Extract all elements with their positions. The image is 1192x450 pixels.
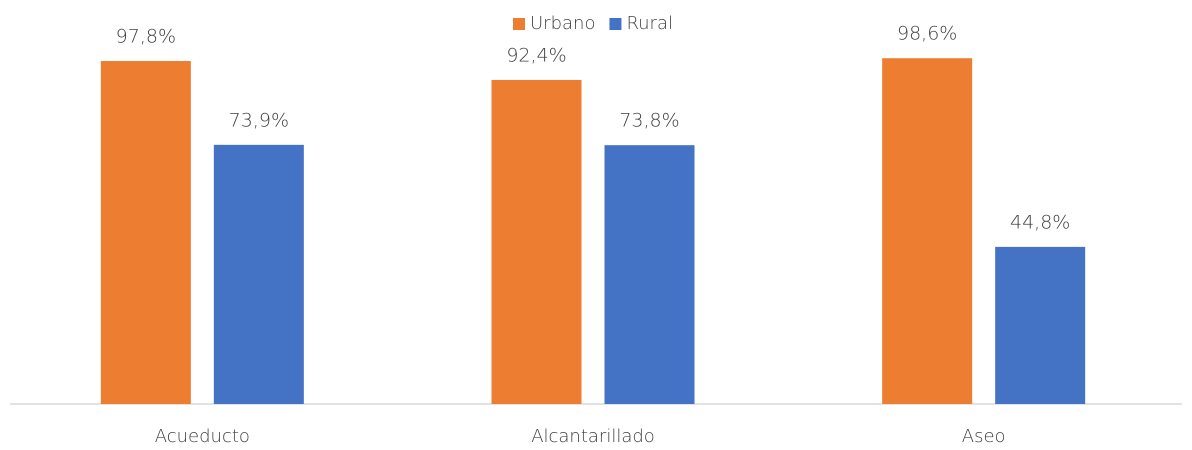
x-tick-label: Aseo	[962, 426, 1006, 447]
legend-swatch	[513, 18, 525, 30]
bar	[604, 145, 695, 404]
data-label: 73,9%	[229, 109, 289, 131]
bar	[995, 246, 1086, 404]
bar	[491, 79, 582, 405]
x-tick-label: Acueducto	[155, 426, 250, 447]
legend-swatch	[609, 18, 622, 30]
legend-label: Rural	[626, 13, 673, 34]
data-label: 98,6%	[897, 23, 957, 45]
x-tick-label: Alcantarillado	[531, 426, 655, 447]
bar	[100, 61, 191, 404]
legend-label: Urbano	[530, 13, 595, 34]
data-label: 44,8%	[1010, 211, 1070, 233]
data-label: 73,8%	[619, 110, 679, 132]
bar	[882, 58, 973, 404]
data-label: 92,4%	[506, 44, 566, 66]
data-label: 97,8%	[116, 26, 176, 48]
bar	[213, 144, 304, 404]
